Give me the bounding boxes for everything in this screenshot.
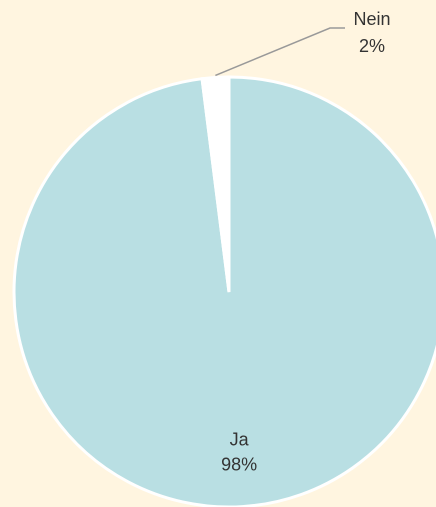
slice-value-label: 2% [359,36,385,56]
slice-label: Ja [230,430,250,450]
pie-slice [12,75,436,507]
slice-value-label: 98% [221,455,257,475]
pie-slice [200,75,231,293]
slice-label: Nein [353,9,390,29]
leader-line [215,27,345,77]
